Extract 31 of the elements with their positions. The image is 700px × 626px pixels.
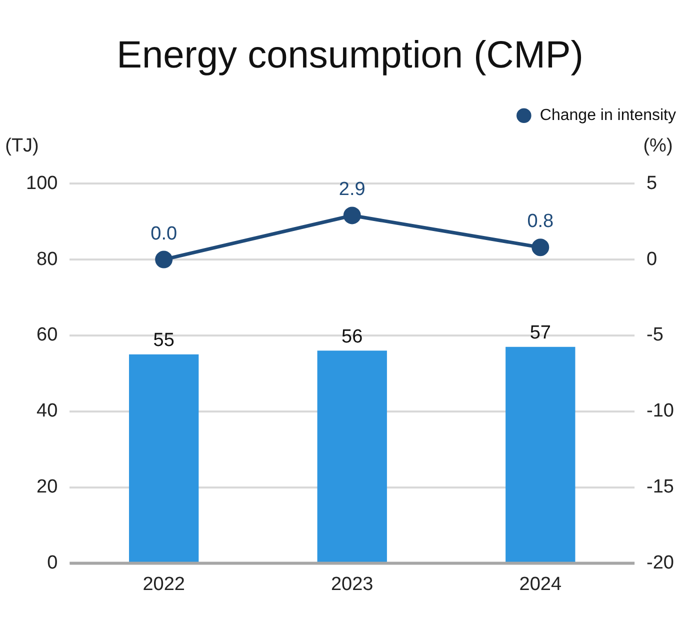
y2-tick-label: -15: [646, 476, 674, 498]
data-label: 55: [153, 330, 174, 352]
bar: [506, 346, 576, 562]
y-axis-title: (TJ): [5, 135, 39, 156]
y-tick-label: 60: [36, 324, 58, 346]
data-label: 57: [530, 322, 551, 344]
data-label: 0.0: [150, 223, 178, 244]
y2-axis-title: (%): [643, 135, 673, 156]
bar: [129, 354, 199, 562]
x-tick-label: 2023: [330, 574, 374, 595]
bar: [317, 350, 387, 562]
data-label: 0.8: [527, 211, 554, 232]
data-label: 56: [342, 326, 363, 348]
y-tick-label: 80: [36, 248, 58, 270]
x-tick-label: 2022: [142, 574, 185, 595]
y2-tick-label: 5: [646, 172, 658, 194]
y2-tick-label: 0: [646, 248, 658, 270]
x-tick-label: 2024: [519, 574, 562, 595]
y2-tick-label: -10: [646, 400, 674, 422]
y2-tick-label: -20: [646, 552, 674, 574]
y-tick-label: 40: [36, 400, 58, 422]
y2-tick-label: -5: [646, 324, 664, 346]
y-tick-label: 100: [26, 172, 58, 194]
legend-label: Change in intensity: [540, 107, 676, 124]
chart-title: Energy consumption (CMP): [116, 34, 584, 76]
point: [532, 238, 550, 256]
y-tick-label: 20: [36, 476, 58, 498]
data-label: 2.9: [338, 179, 366, 200]
y-tick-label: 0: [47, 552, 58, 574]
point: [155, 250, 173, 268]
point: [343, 206, 361, 224]
